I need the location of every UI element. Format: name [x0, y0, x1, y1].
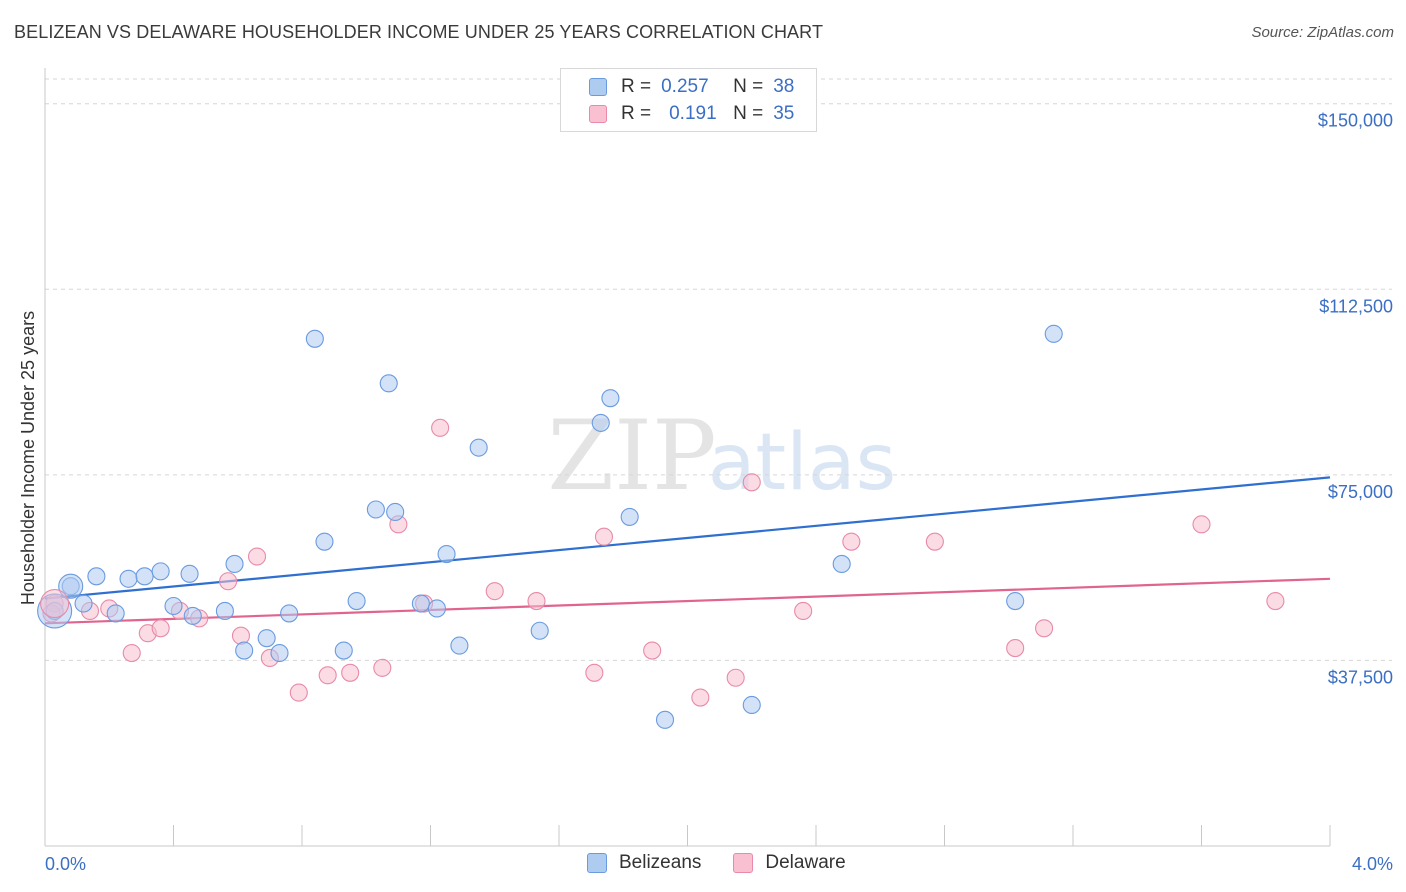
belizeans-point — [437, 544, 456, 564]
belizeans-point — [334, 641, 353, 660]
delaware-point — [1266, 592, 1285, 611]
x-tick-label: 0.0% — [45, 854, 86, 874]
watermark-zip: ZIP — [547, 400, 716, 512]
belizeans-point — [305, 329, 324, 348]
legend-n-value-delaware: 35 — [773, 103, 795, 124]
belizeans-point — [601, 389, 620, 408]
belizeans-point — [280, 604, 299, 623]
belizeans-point — [164, 596, 183, 616]
belizeans-point — [74, 594, 93, 613]
x-tick-label: 4.0% — [1352, 854, 1393, 874]
belizeans-point — [655, 710, 675, 729]
bottom-legend-item-belizeans: Belizeans — [587, 852, 701, 874]
delaware-point — [594, 527, 614, 546]
delaware-point — [247, 547, 267, 566]
belizeans-point — [347, 592, 366, 611]
delaware-point — [726, 668, 745, 687]
belizeans-point — [591, 413, 610, 432]
belizeans-point — [1044, 324, 1063, 343]
delaware-point — [842, 532, 861, 551]
legend-n-label: N = — [733, 103, 764, 124]
delaware-point — [742, 473, 761, 492]
belizeans-point — [832, 554, 851, 573]
bottom-legend-item-delaware: Delaware — [733, 852, 846, 874]
source-label: Source: ZipAtlas.com — [1251, 24, 1394, 41]
belizeans-point — [427, 599, 446, 618]
belizeans-point — [180, 564, 199, 583]
belizeans-point — [235, 641, 254, 660]
legend-r-label: R = — [621, 76, 652, 97]
belizeans-point — [620, 507, 639, 526]
delaware-large-point — [40, 588, 70, 619]
belizeans-point — [411, 594, 430, 613]
delaware-point — [1192, 515, 1211, 534]
delaware-point — [527, 592, 546, 611]
belizeans-trendline — [44, 476, 1331, 600]
belizeans-point — [270, 643, 289, 663]
belizeans-point — [225, 554, 244, 573]
delaware-trendline — [44, 577, 1331, 625]
belizeans-point — [1006, 592, 1025, 611]
chart-title: BELIZEAN VS DELAWARE HOUSEHOLDER INCOME … — [14, 22, 824, 42]
delaware-point — [373, 658, 392, 677]
belizeans-point — [469, 438, 488, 457]
legend-swatch-belizeans — [589, 78, 607, 96]
bottom-legend-swatch-belizeans — [587, 853, 607, 873]
belizeans-point — [119, 569, 138, 588]
delaware-point — [431, 418, 450, 437]
belizeans-point — [742, 695, 761, 715]
delaware-point — [691, 688, 710, 707]
legend-row-delaware: R = 0.191 N = 35 — [589, 102, 794, 126]
legend-n-label: N = — [733, 76, 764, 97]
delaware-point — [925, 532, 944, 551]
delaware-point — [318, 666, 337, 685]
delaware-point — [231, 626, 251, 645]
legend-n-value-belizeans: 38 — [773, 76, 795, 97]
legend-swatch-delaware — [589, 105, 607, 123]
legend-r-value-belizeans: 0.257 — [661, 76, 709, 97]
y-tick-label: $37,500 — [1328, 667, 1393, 687]
delaware-point — [151, 619, 170, 638]
belizeans-point — [379, 374, 398, 393]
belizeans-point — [366, 500, 385, 519]
y-tick-label: $75,000 — [1328, 482, 1393, 502]
delaware-point — [289, 683, 308, 702]
delaware-point — [219, 572, 238, 591]
legend: R = 0.257 N = 38 R = 0.191 N = 35 — [560, 68, 817, 132]
bottom-legend-label-belizeans: Belizeans — [619, 852, 702, 873]
delaware-point — [341, 663, 360, 682]
belizeans-point — [215, 601, 234, 621]
belizeans-point — [183, 606, 202, 625]
belizeans-point — [257, 629, 276, 648]
belizeans-point — [315, 532, 334, 551]
delaware-point — [122, 643, 141, 663]
watermark-atlas: atlas — [708, 418, 897, 508]
delaware-point — [1035, 619, 1054, 638]
belizeans-point — [106, 604, 125, 623]
bottom-legend-swatch-delaware — [733, 853, 754, 873]
y-axis-title: Householder Income Under 25 years — [18, 311, 38, 605]
delaware-point — [794, 601, 813, 621]
belizeans-large-point — [58, 573, 84, 599]
belizeans-point — [135, 567, 154, 586]
y-tick-label: $150,000 — [1318, 111, 1393, 131]
legend-row-belizeans: R = 0.257 N = 38 — [589, 75, 794, 99]
belizeans-point — [87, 567, 106, 586]
delaware-point — [485, 582, 504, 601]
legend-r-value-delaware: 0.191 — [669, 103, 717, 124]
y-tick-label: $112,500 — [1319, 296, 1393, 316]
delaware-point — [585, 663, 604, 682]
belizeans-point — [151, 562, 170, 581]
delaware-point — [643, 641, 662, 660]
belizeans-point — [530, 621, 549, 640]
belizeans-point — [450, 636, 469, 655]
belizeans-point — [386, 502, 405, 522]
bottom-legend-label-delaware: Delaware — [765, 852, 846, 873]
bottom-legend: Belizeans Delaware — [587, 852, 878, 874]
legend-r-label: R = — [621, 103, 652, 124]
delaware-point — [1006, 639, 1025, 658]
